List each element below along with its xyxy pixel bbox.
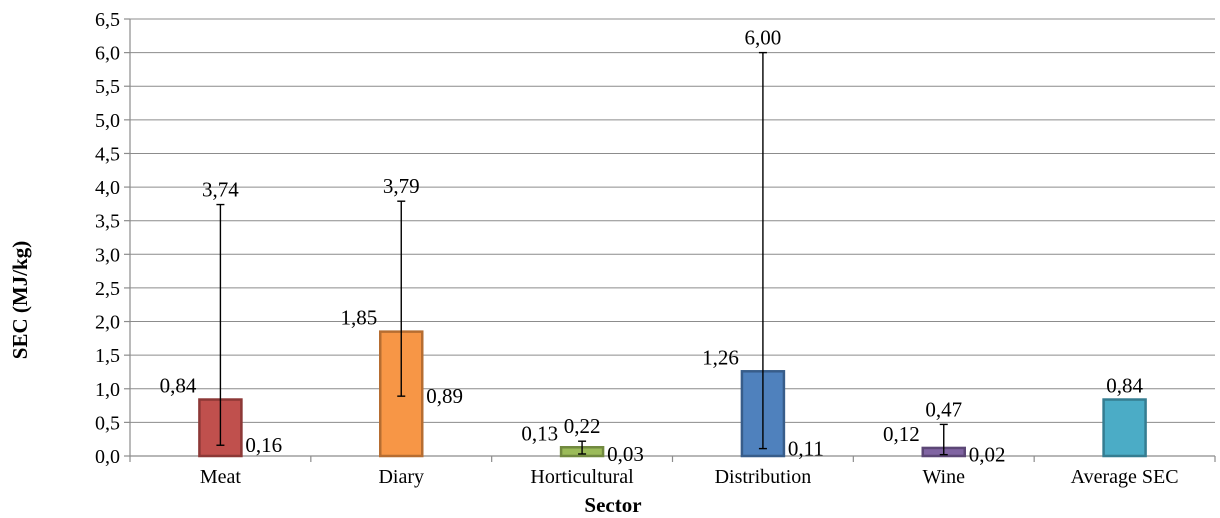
min-label: 0,11: [788, 437, 824, 461]
y-tick-label: 6,5: [95, 9, 120, 31]
value-label: 1,85: [341, 306, 378, 330]
x-tick-label: Diary: [378, 466, 424, 488]
value-label: 0,13: [521, 421, 558, 445]
x-tick-label: Horticultural: [530, 466, 634, 488]
min-label: 0,03: [607, 442, 644, 466]
value-label: 0,84: [1106, 374, 1143, 398]
y-tick-label: 2,0: [95, 312, 120, 334]
y-axis-title: SEC (MJ/kg): [8, 241, 32, 359]
y-tick-label: 1,0: [95, 379, 120, 401]
value-label: 0,84: [160, 374, 197, 398]
y-tick-label: 5,5: [95, 76, 120, 98]
max-label: 3,79: [383, 174, 420, 198]
x-tick-labels: Meat Diary Horticultural Distribution Wine Av…: [200, 466, 1179, 488]
y-tick-label: 6,0: [95, 43, 120, 65]
x-tick-label: Average SEC: [1071, 466, 1179, 488]
value-label: 1,26: [702, 345, 739, 369]
min-label: 0,89: [426, 384, 463, 408]
x-tick-label: Distribution: [715, 466, 812, 488]
min-label: 0,16: [245, 433, 282, 457]
y-tick-label: 0,5: [95, 412, 120, 434]
min-label: 0,02: [969, 443, 1006, 467]
max-label: 3,74: [202, 178, 239, 202]
bars: [198, 330, 1147, 458]
grid-lines: [124, 18, 1216, 462]
y-tick-label: 1,5: [95, 345, 120, 367]
y-tick-label: 3,0: [95, 244, 120, 266]
data-labels: 0,84 3,74 0,16 1,85 3,79 0,89 0,13 0,220,03 1,26…: [160, 26, 1144, 467]
value-label: 0,12: [883, 422, 920, 446]
bar: [1102, 398, 1147, 458]
y-tick-label: 4,5: [95, 143, 120, 165]
y-tick-labels: 0,0 0,5 1,0 1,5 2,0 2,5 3,0 3,5 4,0 4,5 5,0 5,5 6,0 6…: [95, 9, 120, 468]
max-label: 6,00: [745, 26, 782, 50]
x-tick-label: Meat: [200, 466, 242, 488]
y-tick-label: 2,5: [95, 278, 120, 300]
max-label: 0,22: [564, 414, 601, 438]
y-tick-label: 4,0: [95, 177, 120, 199]
y-tick-label: 0,0: [95, 446, 120, 468]
max-label: 0,47: [925, 397, 962, 421]
error-bars: [216, 51, 948, 456]
x-axis-title: Sector: [584, 493, 641, 517]
y-tick-label: 5,0: [95, 110, 120, 132]
y-tick-label: 3,5: [95, 211, 120, 233]
x-tick-label: Wine: [922, 466, 965, 488]
